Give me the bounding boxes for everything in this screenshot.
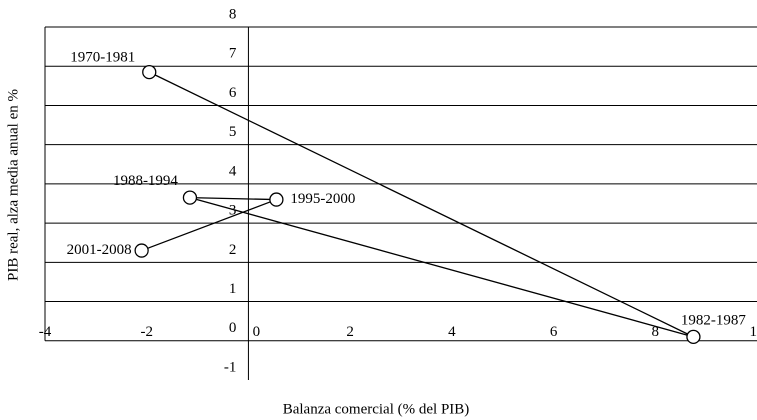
point xyxy=(142,64,157,80)
y-tick-label: 8 xyxy=(229,6,237,22)
point-label: 1982-1987 xyxy=(681,312,746,328)
point xyxy=(134,243,149,258)
x-axis-label: Balanza comercial (% del PIB) xyxy=(283,401,470,417)
x-tick-label: 6 xyxy=(550,324,558,340)
x-tick-label: 10 xyxy=(750,324,757,340)
x-tick-label: 2 xyxy=(346,324,354,340)
y-tick-label: 6 xyxy=(229,85,237,101)
y-tick-label: 5 xyxy=(229,124,237,140)
point-label: 1988-1994 xyxy=(113,173,178,189)
point xyxy=(686,329,701,345)
y-axis-label: PIB real, alza media anual en % xyxy=(5,89,21,281)
x-tick-label: 0 xyxy=(253,324,261,340)
y-tick-label: 4 xyxy=(229,163,237,179)
y-tick-label: 1 xyxy=(229,281,237,297)
series-line xyxy=(141,71,694,338)
point xyxy=(269,192,284,207)
y-tick-label: 2 xyxy=(229,242,237,258)
y-tick-label: 0 xyxy=(229,320,237,336)
x-tick-label: -2 xyxy=(140,324,153,340)
x-tick-label: 8 xyxy=(652,324,660,340)
x-tick-label: -4 xyxy=(39,324,52,340)
point-label: 1970-1981 xyxy=(70,50,135,66)
point xyxy=(182,190,198,205)
point-label: 1995-2000 xyxy=(290,191,355,207)
x-tick-label: 4 xyxy=(448,324,456,340)
point-label: 2001-2008 xyxy=(67,242,132,258)
y-tick-label: 3 xyxy=(229,203,237,219)
y-tick-label: -1 xyxy=(224,359,237,375)
y-tick-label: 7 xyxy=(229,46,237,62)
